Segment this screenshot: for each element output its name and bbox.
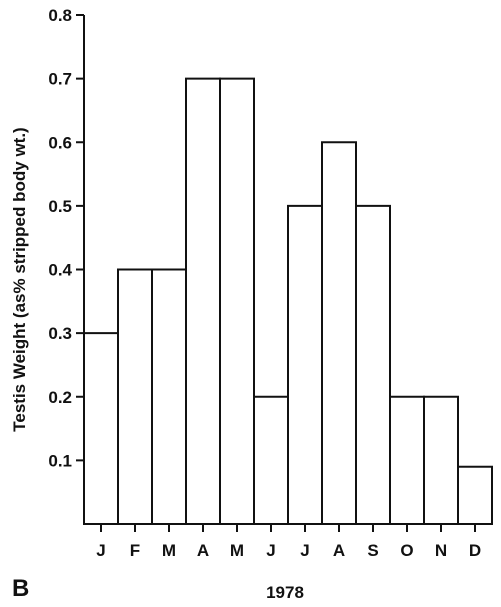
- x-tick-label-2: F: [130, 541, 140, 560]
- x-tick-label-10: O: [400, 541, 413, 560]
- x-tick-label-7: J: [300, 541, 309, 560]
- y-tick-label-4: 0.4: [48, 261, 72, 280]
- bar-2: [117, 268, 153, 525]
- x-tick-label-1: J: [96, 541, 105, 560]
- y-axis-title: Testis Weight (as% stripped body wt.): [10, 127, 29, 431]
- y-tick-label-1: 0.1: [48, 451, 72, 470]
- bar-8: [321, 141, 357, 525]
- bar-1: [83, 332, 119, 525]
- y-tick-label-6: 0.6: [48, 133, 72, 152]
- bar-7: [287, 204, 323, 525]
- bar-4: [185, 77, 221, 525]
- y-tick-label-2: 0.2: [48, 388, 72, 407]
- x-axis-title: 1978: [266, 583, 304, 602]
- bar-9: [355, 204, 391, 525]
- x-tick-label-6: J: [266, 541, 275, 560]
- y-tick-label-7: 0.7: [48, 70, 72, 89]
- x-tick-label-9: S: [367, 541, 378, 560]
- y-tick-label-3: 0.3: [48, 324, 72, 343]
- bar-10: [389, 395, 425, 525]
- bar-5: [219, 77, 255, 525]
- x-tick-label-12: D: [469, 541, 481, 560]
- bar-3: [151, 268, 187, 525]
- x-tick-label-4: A: [197, 541, 209, 560]
- bar-6: [253, 395, 289, 525]
- bar-12: [457, 465, 493, 525]
- x-tick-label-5: M: [230, 541, 244, 560]
- x-tick-label-11: N: [435, 541, 447, 560]
- y-tick-label-8: 0.8: [48, 6, 72, 25]
- bars-group: [83, 77, 493, 525]
- bar-11: [423, 395, 459, 525]
- x-tick-label-8: A: [333, 541, 345, 560]
- y-tick-label-5: 0.5: [48, 197, 72, 216]
- x-tick-label-3: M: [162, 541, 176, 560]
- y-ticks-group: 0.1 0.2 0.3 0.4 0.5 0.6 0.7 0.8: [48, 6, 84, 470]
- panel-label: B: [12, 575, 29, 602]
